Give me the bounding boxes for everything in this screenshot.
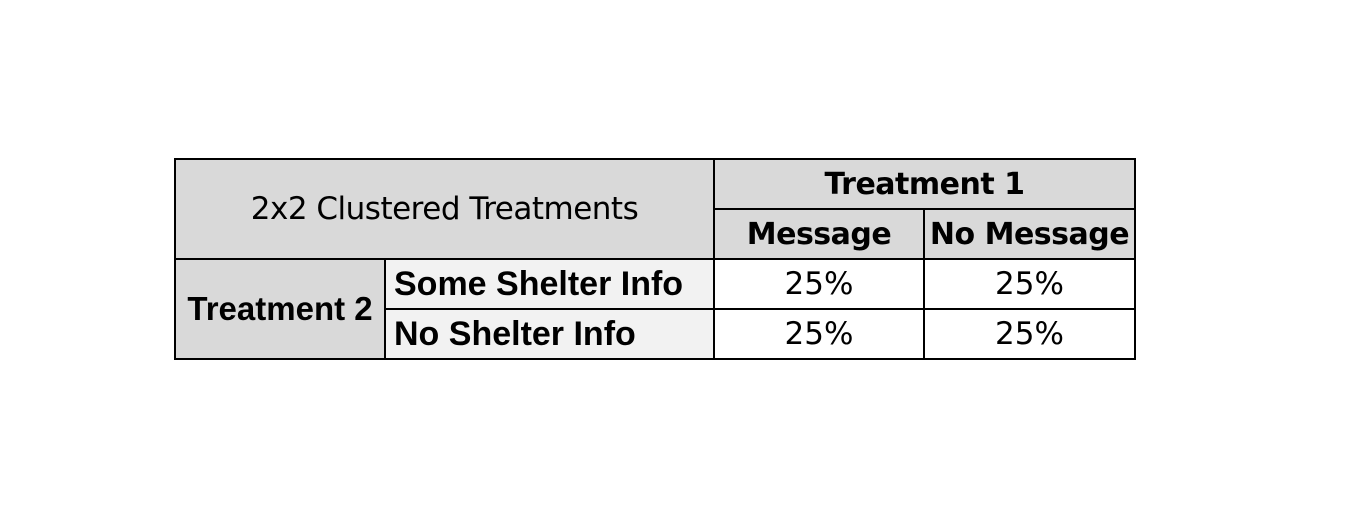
treatment-design-table: 2x2 Clustered Treatments Treatment 1 Mes…	[174, 158, 1136, 360]
cell-some-shelter-message: 25%	[713, 258, 925, 310]
header-row-1: 2x2 Clustered Treatments Treatment 1	[174, 158, 1136, 260]
table-title: 2x2 Clustered Treatments	[174, 158, 715, 260]
table-row: No Shelter Info 25% 25%	[175, 308, 1136, 360]
column-header-message: Message	[713, 208, 925, 260]
cell-some-shelter-no-message: 25%	[923, 258, 1136, 310]
cell-no-shelter-message: 25%	[713, 308, 925, 360]
header-row-2: Message No Message	[175, 208, 1136, 260]
column-group-header: Treatment 1	[713, 158, 1136, 210]
row-label-some-shelter-info: Some Shelter Info	[384, 258, 715, 310]
column-header-no-message: No Message	[923, 208, 1136, 260]
row-label-no-shelter-info: No Shelter Info	[384, 308, 715, 360]
row-group-header: Treatment 2	[174, 258, 386, 360]
cell-no-shelter-no-message: 25%	[923, 308, 1136, 360]
table-row: Treatment 2 Some Shelter Info 25% 25%	[174, 258, 1136, 360]
